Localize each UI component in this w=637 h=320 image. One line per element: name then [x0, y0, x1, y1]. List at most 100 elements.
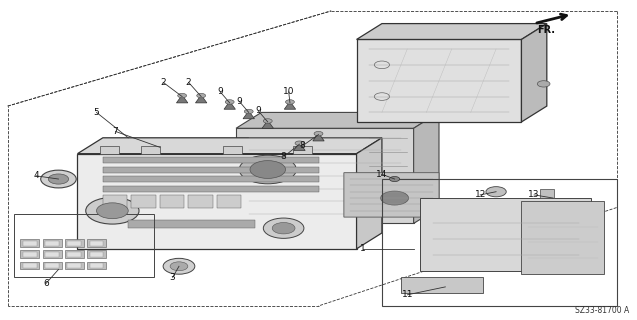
Polygon shape	[284, 101, 296, 109]
Text: 8: 8	[281, 152, 287, 161]
Polygon shape	[522, 24, 547, 122]
Text: 9: 9	[236, 97, 242, 106]
Polygon shape	[103, 167, 318, 173]
Polygon shape	[196, 95, 207, 103]
Bar	[45, 252, 59, 257]
Bar	[68, 252, 82, 257]
Polygon shape	[103, 195, 127, 208]
Circle shape	[225, 100, 234, 104]
Circle shape	[390, 177, 399, 181]
Bar	[90, 241, 103, 246]
Polygon shape	[103, 177, 318, 182]
Polygon shape	[103, 157, 318, 163]
Circle shape	[245, 109, 253, 114]
Bar	[23, 263, 37, 268]
Text: 7: 7	[113, 127, 118, 136]
Polygon shape	[141, 146, 160, 154]
Bar	[43, 261, 62, 269]
Circle shape	[41, 170, 76, 188]
Bar	[23, 252, 37, 257]
Circle shape	[250, 161, 285, 178]
Polygon shape	[293, 146, 312, 154]
Polygon shape	[401, 277, 483, 293]
Text: 1: 1	[360, 244, 366, 253]
Circle shape	[170, 262, 188, 271]
Polygon shape	[236, 128, 413, 223]
Text: 9: 9	[217, 87, 223, 96]
Bar	[43, 251, 62, 258]
Polygon shape	[262, 120, 273, 128]
Polygon shape	[357, 39, 522, 122]
Text: 2: 2	[185, 78, 191, 87]
Polygon shape	[344, 173, 439, 217]
Text: 4: 4	[34, 172, 39, 180]
Bar	[68, 241, 82, 246]
Text: 5: 5	[94, 108, 99, 117]
Text: 12: 12	[475, 190, 486, 199]
Circle shape	[285, 100, 294, 104]
Polygon shape	[224, 146, 243, 154]
Bar	[87, 261, 106, 269]
Bar	[14, 214, 154, 277]
Circle shape	[272, 222, 295, 234]
Polygon shape	[131, 195, 155, 208]
Bar	[45, 241, 59, 246]
Bar	[87, 239, 106, 247]
Bar	[65, 261, 84, 269]
Text: FR.: FR.	[537, 25, 555, 35]
Polygon shape	[100, 146, 118, 154]
Polygon shape	[217, 195, 241, 208]
Bar	[90, 263, 103, 268]
Polygon shape	[294, 142, 305, 150]
Bar	[20, 261, 39, 269]
Bar	[20, 239, 39, 247]
Circle shape	[371, 186, 419, 210]
Polygon shape	[103, 186, 318, 192]
Text: 11: 11	[401, 290, 413, 299]
Circle shape	[163, 258, 195, 274]
Polygon shape	[78, 154, 357, 249]
Bar	[65, 251, 84, 258]
Bar	[540, 188, 554, 198]
Text: 8: 8	[300, 141, 306, 150]
Text: 13: 13	[528, 190, 540, 199]
Polygon shape	[313, 133, 324, 141]
Bar	[382, 179, 617, 306]
Circle shape	[314, 132, 323, 136]
Polygon shape	[357, 138, 382, 249]
Polygon shape	[420, 198, 591, 271]
Bar	[68, 263, 82, 268]
Bar	[20, 251, 39, 258]
Polygon shape	[160, 195, 184, 208]
Circle shape	[295, 141, 304, 145]
Polygon shape	[78, 138, 382, 154]
Circle shape	[381, 191, 408, 205]
Polygon shape	[176, 95, 188, 103]
Polygon shape	[522, 201, 604, 274]
Polygon shape	[189, 195, 213, 208]
Text: 9: 9	[255, 106, 261, 115]
Circle shape	[97, 203, 128, 219]
Polygon shape	[243, 111, 254, 119]
Bar	[65, 239, 84, 247]
Bar	[90, 252, 103, 257]
Bar	[45, 263, 59, 268]
Polygon shape	[236, 112, 439, 128]
Text: SZ33-81700 A: SZ33-81700 A	[575, 307, 629, 316]
Text: 14: 14	[376, 170, 387, 179]
Text: 10: 10	[283, 87, 294, 96]
Polygon shape	[224, 101, 236, 109]
Circle shape	[263, 119, 272, 123]
Circle shape	[178, 93, 187, 98]
Text: 2: 2	[161, 78, 166, 87]
Circle shape	[86, 197, 139, 224]
Circle shape	[197, 93, 206, 98]
Text: 6: 6	[43, 279, 48, 288]
Circle shape	[263, 218, 304, 238]
Polygon shape	[413, 112, 439, 223]
Bar	[43, 239, 62, 247]
Bar	[87, 251, 106, 258]
Text: 3: 3	[169, 273, 176, 282]
Circle shape	[240, 155, 296, 184]
Bar	[23, 241, 37, 246]
